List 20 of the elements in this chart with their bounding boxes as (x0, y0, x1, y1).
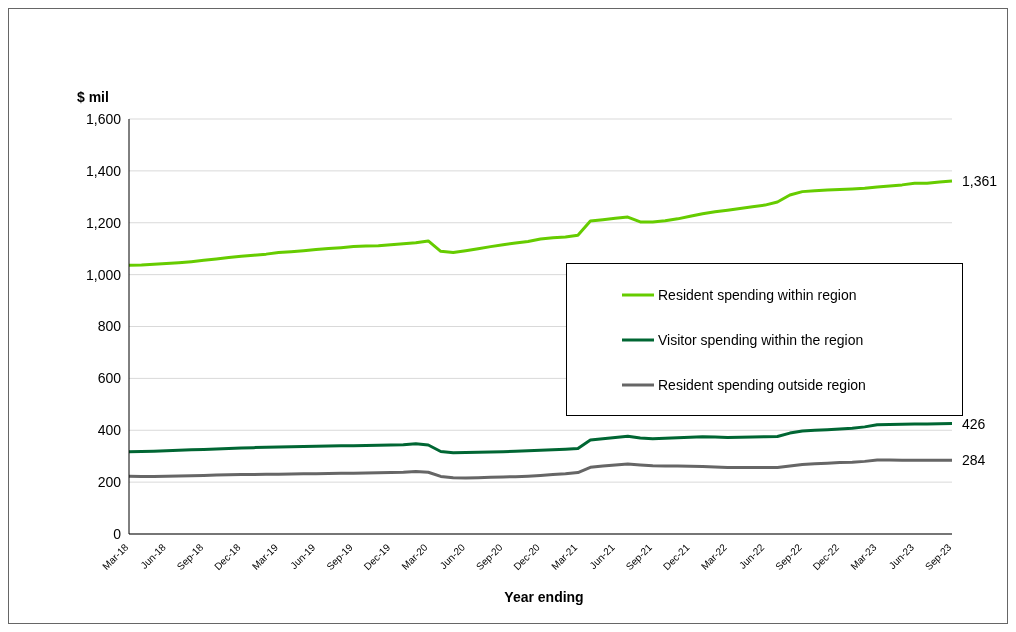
line-series (127, 422, 954, 455)
data-label: 284 (962, 452, 986, 469)
y-tick-label: 1,400 (85, 162, 122, 179)
y-tick-label: 1,000 (85, 266, 122, 283)
y-tick-label: 0 (113, 525, 122, 542)
y-tick-label: 400 (97, 422, 122, 439)
data-label: 1,361 (962, 172, 998, 189)
legend-label: Visitor spending within the region (658, 331, 864, 348)
data-label: 426 (962, 415, 986, 432)
y-tick-label: 1,600 (85, 110, 122, 127)
legend-label: Resident spending outside region (658, 376, 866, 393)
legend-label: Resident spending within region (658, 286, 857, 303)
y-tick-label: 1,200 (85, 214, 122, 231)
y-tick-label: 800 (97, 318, 122, 335)
y-tick-label: 600 (97, 370, 122, 387)
line-series (127, 458, 954, 480)
x-axis-title: Year ending (503, 589, 585, 605)
y-axis-title: $ mil (77, 89, 109, 105)
line-series (127, 179, 954, 267)
y-tick-label: 200 (97, 474, 122, 491)
